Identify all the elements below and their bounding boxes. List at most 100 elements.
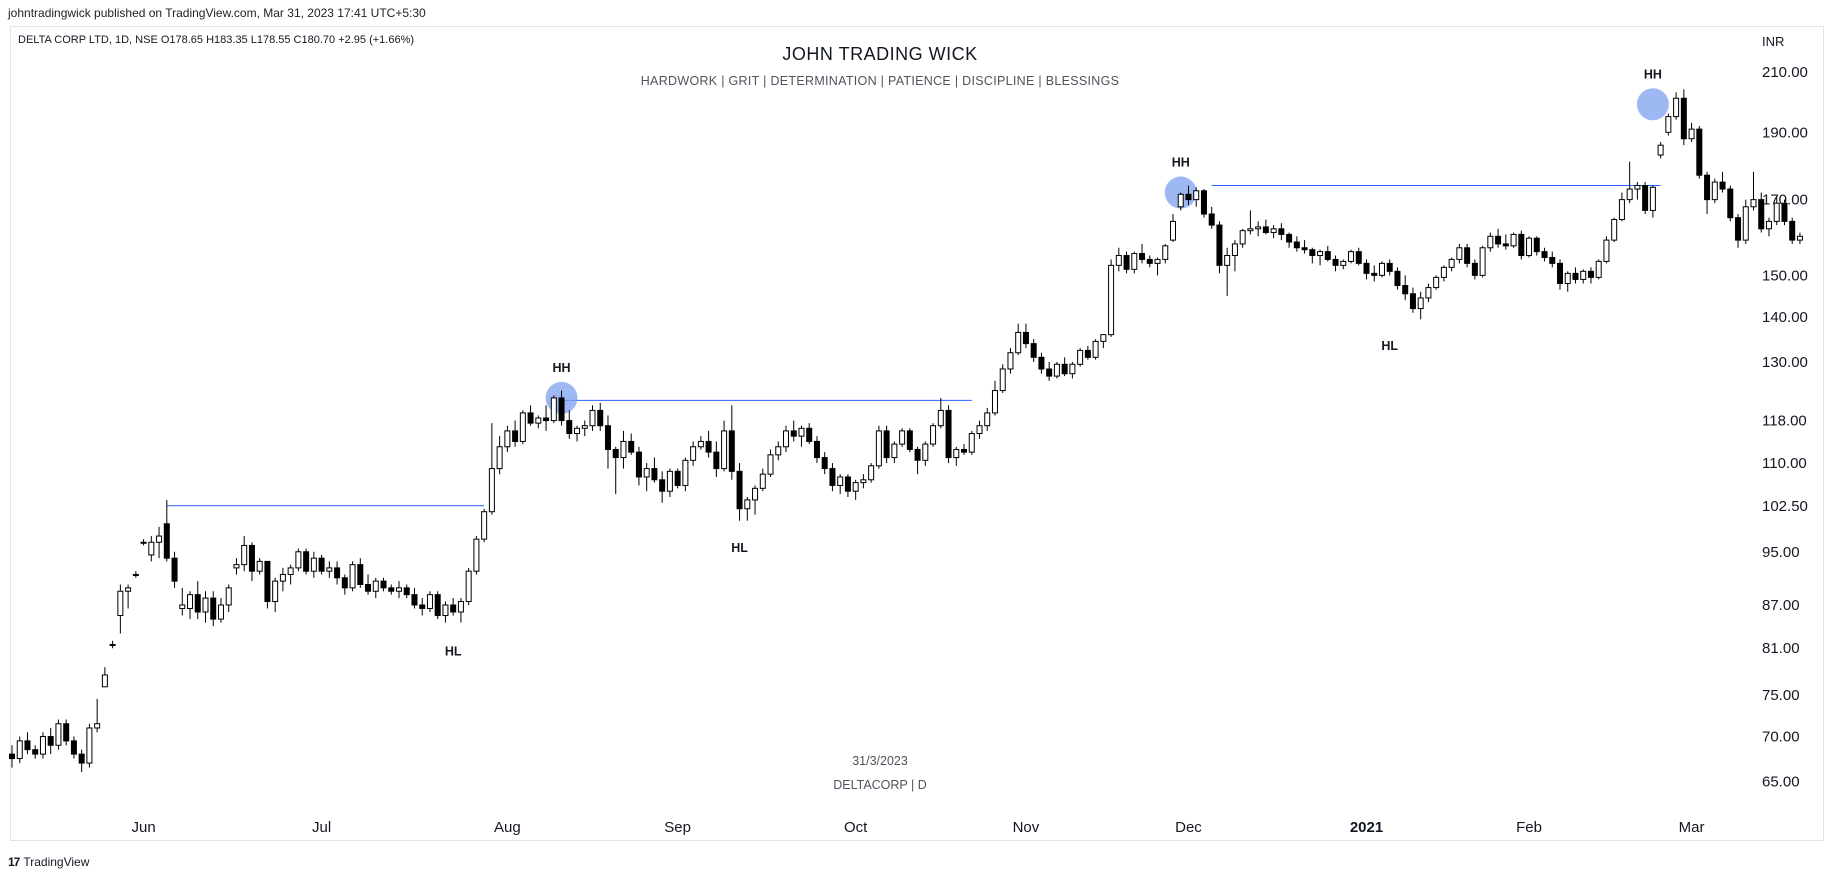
candle-214	[1665, 113, 1672, 136]
y-tick-label-110.00: 110.00	[1762, 455, 1807, 472]
candle-33	[264, 560, 271, 609]
candle-209	[1626, 161, 1633, 204]
candle-142	[1108, 259, 1115, 337]
y-tick-label-102.50: 102.50	[1762, 498, 1808, 515]
candle-169	[1317, 249, 1324, 266]
watermark-date: 31/3/2023	[852, 754, 908, 768]
candle-225	[1750, 171, 1757, 211]
candle-218	[1696, 125, 1703, 179]
candle-8	[70, 736, 77, 759]
candle-68	[535, 415, 542, 429]
candle-156	[1216, 221, 1223, 274]
candle-90	[705, 430, 712, 458]
candle-20	[163, 499, 170, 562]
candle-158	[1231, 240, 1238, 272]
candle-195	[1518, 230, 1525, 260]
candle-57	[450, 598, 457, 616]
candle-60	[473, 536, 480, 575]
candle-102	[798, 425, 805, 447]
candle-205	[1595, 259, 1602, 280]
chart-title: JOHN TRADING WICK	[782, 44, 978, 64]
swing-label-hl-4: HL	[1381, 339, 1398, 353]
candle-167	[1301, 240, 1308, 254]
candle-65	[512, 420, 519, 447]
candle-11	[94, 698, 101, 733]
candle-87	[682, 457, 689, 492]
candle-182	[1417, 291, 1424, 320]
swing-label-hl-0: HL	[445, 644, 462, 658]
candle-168	[1309, 247, 1316, 264]
candle-40	[318, 554, 325, 575]
candle-39	[310, 551, 317, 578]
currency-label: INR	[1762, 34, 1785, 49]
candle-14	[117, 584, 124, 634]
x-tick-label-oct: Oct	[844, 819, 868, 836]
candle-22	[179, 587, 186, 616]
candle-42	[334, 561, 341, 585]
tradingview-brand: TradingView	[23, 855, 90, 869]
candle-154	[1200, 189, 1207, 218]
y-tick-label-210.00: 210.00	[1762, 64, 1808, 81]
candle-175	[1363, 259, 1370, 280]
candle-61	[481, 508, 488, 543]
candle-34	[272, 577, 279, 612]
candle-24	[194, 581, 201, 620]
candle-93	[728, 405, 735, 480]
candle-146	[1139, 243, 1146, 264]
chart-frame[interactable]	[10, 26, 1824, 841]
candle-106	[829, 463, 836, 492]
candle-177	[1378, 261, 1385, 278]
published-caption: johntradingwick published on TradingView…	[8, 6, 426, 20]
candle-79	[620, 430, 627, 469]
y-tick-label-81.00: 81.00	[1762, 640, 1800, 657]
candle-217	[1688, 122, 1695, 142]
candle-83	[651, 457, 658, 483]
candle-92	[721, 420, 728, 472]
candle-37	[295, 548, 302, 572]
candle-223	[1735, 214, 1742, 248]
candle-47	[372, 577, 379, 599]
candle-162	[1262, 219, 1269, 235]
candle-71	[558, 390, 565, 426]
candle-203	[1580, 269, 1587, 284]
candle-91	[713, 441, 720, 477]
candle-73	[574, 425, 581, 442]
candle-75	[589, 405, 596, 431]
y-tick-label-150.00: 150.00	[1762, 267, 1808, 284]
candle-130	[1015, 323, 1022, 356]
y-tick-label-190.00: 190.00	[1762, 124, 1808, 141]
y-tick-label-118.00: 118.00	[1762, 413, 1807, 430]
candle-28	[225, 584, 232, 612]
candle-29	[233, 558, 240, 575]
candle-194	[1510, 232, 1517, 248]
candle-212	[1649, 185, 1656, 218]
y-tick-label-95.00: 95.00	[1762, 544, 1800, 561]
tradingview-footer[interactable]: 17 TradingView	[8, 855, 89, 869]
candle-2	[24, 732, 31, 755]
candle-149	[1162, 243, 1169, 264]
candle-109	[852, 479, 859, 500]
candle-114	[891, 441, 898, 464]
candle-10	[86, 723, 93, 768]
candle-148	[1154, 257, 1161, 276]
candle-204	[1587, 267, 1594, 284]
candle-173	[1348, 249, 1355, 264]
candle-228	[1773, 196, 1780, 226]
candle-58	[457, 598, 464, 623]
y-tick-label-170.00: 170.00	[1762, 192, 1808, 209]
candle-82	[643, 463, 650, 492]
swing-label-hl-2: HL	[731, 541, 748, 555]
candle-62	[488, 423, 495, 515]
candle-133	[1038, 352, 1045, 374]
x-tick-label-aug: Aug	[494, 819, 521, 836]
candle-125	[976, 420, 983, 439]
candle-126	[984, 407, 991, 431]
y-tick-label-130.00: 130.00	[1762, 354, 1808, 371]
candle-179	[1394, 267, 1401, 290]
candle-138	[1077, 348, 1084, 367]
candle-222	[1727, 185, 1734, 222]
candle-55	[434, 591, 441, 620]
candle-187	[1456, 243, 1463, 264]
candle-191	[1487, 232, 1494, 252]
